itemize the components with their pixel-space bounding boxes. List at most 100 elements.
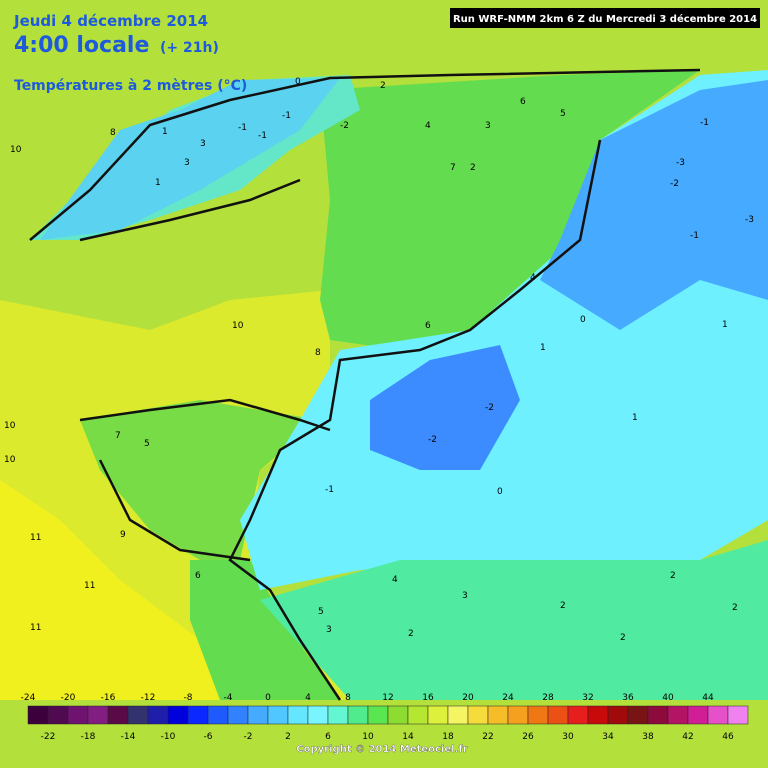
scale-cell	[487, 705, 509, 725]
scale-label: -10	[161, 732, 176, 742]
map-label: 1	[162, 127, 168, 137]
map-label: 6	[425, 321, 431, 331]
scale-cell	[207, 705, 229, 725]
map-label: -2	[428, 435, 437, 445]
map-label: 1	[540, 343, 546, 353]
map-label: 6	[520, 97, 526, 107]
scale-cell	[287, 705, 309, 725]
scale-label: 40	[662, 693, 674, 703]
scale-label: 10	[362, 732, 374, 742]
scale-label: 6	[325, 732, 331, 742]
map-label: 7	[115, 431, 121, 441]
map-label: -2	[485, 403, 494, 413]
map-label: -3	[676, 158, 685, 168]
scale-label: 30	[562, 732, 574, 742]
scale-label: -22	[41, 732, 56, 742]
scale-label: 12	[382, 693, 393, 703]
scale-label: 28	[542, 693, 554, 703]
green-zone	[190, 560, 340, 700]
green-zone	[80, 400, 320, 560]
map-label: 3	[462, 591, 468, 601]
scale-label: 8	[345, 693, 351, 703]
scale-label: 20	[462, 693, 474, 703]
map-label: 3	[200, 139, 206, 149]
copyright: Copyright © 2014 Meteociel.fr	[296, 744, 467, 755]
scale-cell	[407, 705, 429, 725]
map-label: 9	[120, 530, 126, 540]
scale-label: 32	[582, 693, 593, 703]
scale-label: -16	[101, 693, 116, 703]
freezing-zone	[540, 80, 768, 330]
warmest-zone	[0, 480, 260, 700]
map-label: 2	[732, 603, 738, 613]
map-label: 4	[530, 273, 536, 283]
scale-cell	[467, 705, 489, 725]
scale-cell	[427, 705, 449, 725]
scale-label: 0	[265, 693, 271, 703]
map-label: 5	[560, 109, 566, 119]
map-label: -1	[325, 485, 334, 495]
scale-label: 36	[622, 693, 634, 703]
map-label: 1	[155, 178, 161, 188]
scale-cell	[127, 705, 149, 725]
green-zone	[320, 70, 700, 350]
scale-label: -18	[81, 732, 96, 742]
map-label: 8	[315, 348, 321, 358]
map-label: 0	[295, 77, 301, 87]
scale-cell	[667, 705, 689, 725]
map-label: 2	[560, 601, 566, 611]
scale-cell	[327, 705, 349, 725]
date: Jeudi 4 décembre 2014	[13, 12, 208, 30]
scale-cell	[507, 705, 529, 725]
scale-label: 46	[722, 732, 734, 742]
scale-cell	[367, 705, 389, 725]
mild-zone	[260, 540, 768, 700]
scale-cell	[167, 705, 189, 725]
scale-label: 4	[305, 693, 311, 703]
scale-cell	[307, 705, 329, 725]
map-label: 2	[380, 81, 386, 91]
map-label: -1	[690, 231, 699, 241]
map-label: 3	[485, 121, 491, 131]
run-banner	[450, 8, 760, 28]
map-label: -1	[238, 123, 247, 133]
map-label: 1	[632, 413, 638, 423]
map-label: 11	[30, 533, 41, 543]
map-label: 11	[30, 623, 41, 633]
scale-label: 44	[702, 693, 714, 703]
scale-label: 24	[502, 693, 514, 703]
scale-cell	[447, 705, 469, 725]
scale-label: -8	[184, 693, 193, 703]
scale-cell	[387, 705, 409, 725]
map-label: -1	[700, 118, 709, 128]
scale-cell	[727, 705, 749, 725]
cold-zone	[40, 78, 340, 240]
map-label: 11	[84, 581, 95, 591]
map-labels: 10 8 1 3 1 3 -1 -1 0 -1 -2 2 4 3 5 6 2 7…	[4, 77, 754, 643]
scale-cell	[627, 705, 649, 725]
scale-label: 26	[522, 732, 534, 742]
scale-cell	[27, 705, 49, 725]
scale-label: 34	[602, 732, 614, 742]
freezing-zone	[370, 345, 520, 470]
scale-cell	[227, 705, 249, 725]
map-label: 10	[4, 421, 16, 431]
map-label: 2	[670, 571, 676, 581]
time: 4:00 locale	[14, 33, 149, 58]
scale-cell	[147, 705, 169, 725]
map-label: 10	[4, 455, 16, 465]
scale-label: 18	[442, 732, 454, 742]
map-label: -1	[282, 111, 291, 121]
map-label: 1	[722, 320, 728, 330]
scale-label: 2	[285, 732, 291, 742]
scale-cell	[67, 705, 89, 725]
scale-cell	[87, 705, 109, 725]
scale-cell	[247, 705, 269, 725]
scale-label: -2	[244, 732, 253, 742]
field-name: Températures à 2 mètres (°C)	[14, 78, 247, 94]
scale-cell	[107, 705, 129, 725]
scale-label: 16	[422, 693, 434, 703]
scale-label: -14	[121, 732, 136, 742]
